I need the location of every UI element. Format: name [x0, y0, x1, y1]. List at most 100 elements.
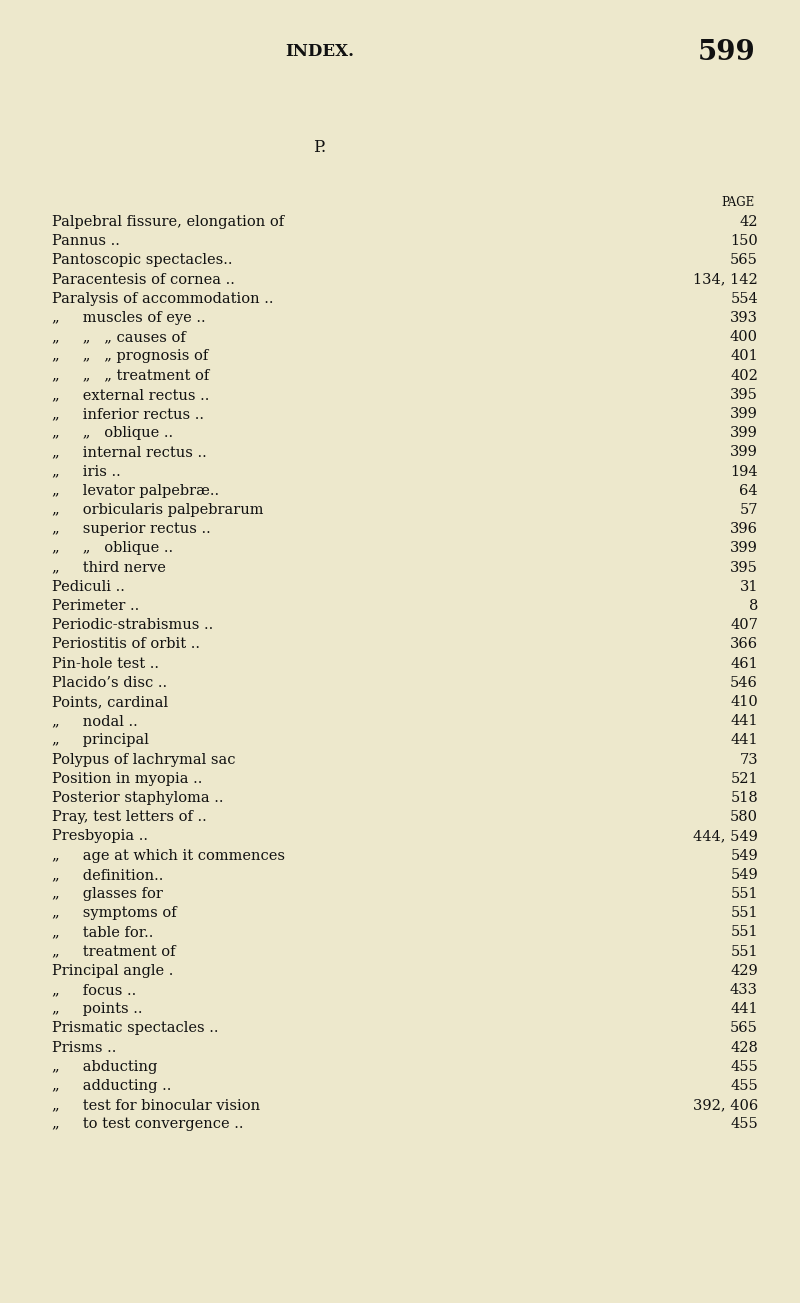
- Text: 599: 599: [698, 39, 755, 65]
- Text: Periodic-strabismus ..: Periodic-strabismus ..: [52, 618, 214, 632]
- Text: Posterior staphyloma ..: Posterior staphyloma ..: [52, 791, 223, 805]
- Text: 521: 521: [730, 771, 758, 786]
- Text: 399: 399: [730, 407, 758, 421]
- Text: „     „   oblique ..: „ „ oblique ..: [52, 426, 173, 440]
- Text: „     treatment of: „ treatment of: [52, 945, 175, 959]
- Text: 551: 551: [730, 887, 758, 900]
- Text: 366: 366: [730, 637, 758, 652]
- Text: 134, 142: 134, 142: [694, 272, 758, 287]
- Text: 441: 441: [730, 714, 758, 728]
- Text: „     internal rectus ..: „ internal rectus ..: [52, 446, 206, 460]
- Text: P.: P.: [314, 138, 326, 155]
- Text: 194: 194: [730, 465, 758, 478]
- Text: Placido’s disc ..: Placido’s disc ..: [52, 676, 167, 689]
- Text: Principal angle .: Principal angle .: [52, 964, 174, 977]
- Text: 441: 441: [730, 1002, 758, 1016]
- Text: 400: 400: [730, 330, 758, 344]
- Text: 444, 549: 444, 549: [693, 830, 758, 843]
- Text: Palpebral fissure, elongation of: Palpebral fissure, elongation of: [52, 215, 284, 229]
- Text: „     inferior rectus ..: „ inferior rectus ..: [52, 407, 204, 421]
- Text: Paralysis of accommodation ..: Paralysis of accommodation ..: [52, 292, 274, 306]
- Text: 393: 393: [730, 311, 758, 324]
- Text: „     points ..: „ points ..: [52, 1002, 142, 1016]
- Text: 565: 565: [730, 1022, 758, 1036]
- Text: 31: 31: [739, 580, 758, 594]
- Text: „     glasses for: „ glasses for: [52, 887, 163, 900]
- Text: 546: 546: [730, 676, 758, 689]
- Text: Polypus of lachrymal sac: Polypus of lachrymal sac: [52, 753, 235, 766]
- Text: 518: 518: [730, 791, 758, 805]
- Text: Pantoscopic spectacles..: Pantoscopic spectacles..: [52, 253, 233, 267]
- Text: „     adducting ..: „ adducting ..: [52, 1079, 171, 1093]
- Text: „     „   „ prognosis of: „ „ „ prognosis of: [52, 349, 208, 364]
- Text: 565: 565: [730, 253, 758, 267]
- Text: 395: 395: [730, 560, 758, 575]
- Text: „     principal: „ principal: [52, 734, 149, 748]
- Text: 150: 150: [730, 235, 758, 248]
- Text: 42: 42: [739, 215, 758, 229]
- Text: 395: 395: [730, 388, 758, 401]
- Text: Position in myopia ..: Position in myopia ..: [52, 771, 202, 786]
- Text: „     superior rectus ..: „ superior rectus ..: [52, 523, 210, 537]
- Text: 410: 410: [730, 694, 758, 709]
- Text: „     third nerve: „ third nerve: [52, 560, 166, 575]
- Text: 441: 441: [730, 734, 758, 748]
- Text: Pannus ..: Pannus ..: [52, 235, 120, 248]
- Text: Perimeter ..: Perimeter ..: [52, 599, 139, 612]
- Text: 64: 64: [739, 483, 758, 498]
- Text: 455: 455: [730, 1118, 758, 1131]
- Text: „     test for binocular vision: „ test for binocular vision: [52, 1098, 260, 1113]
- Text: „     external rectus ..: „ external rectus ..: [52, 388, 210, 401]
- Text: PAGE: PAGE: [722, 195, 755, 208]
- Text: „     iris ..: „ iris ..: [52, 465, 121, 478]
- Text: „     age at which it commences: „ age at which it commences: [52, 848, 285, 863]
- Text: 455: 455: [730, 1079, 758, 1093]
- Text: 57: 57: [739, 503, 758, 517]
- Text: „     to test convergence ..: „ to test convergence ..: [52, 1118, 243, 1131]
- Text: „     „   oblique ..: „ „ oblique ..: [52, 542, 173, 555]
- Text: 401: 401: [730, 349, 758, 364]
- Text: 551: 551: [730, 945, 758, 959]
- Text: Pediculi ..: Pediculi ..: [52, 580, 125, 594]
- Text: 551: 551: [730, 925, 758, 939]
- Text: 549: 549: [730, 848, 758, 863]
- Text: 407: 407: [730, 618, 758, 632]
- Text: „     „   „ causes of: „ „ „ causes of: [52, 330, 186, 344]
- Text: „     „   „ treatment of: „ „ „ treatment of: [52, 369, 210, 383]
- Text: 433: 433: [730, 982, 758, 997]
- Text: Presbyopia ..: Presbyopia ..: [52, 830, 148, 843]
- Text: 554: 554: [730, 292, 758, 306]
- Text: 549: 549: [730, 868, 758, 882]
- Text: 429: 429: [730, 964, 758, 977]
- Text: „     orbicularis palpebrarum: „ orbicularis palpebrarum: [52, 503, 263, 517]
- Text: 73: 73: [739, 753, 758, 766]
- Text: Points, cardinal: Points, cardinal: [52, 694, 168, 709]
- Text: Prismatic spectacles ..: Prismatic spectacles ..: [52, 1022, 218, 1036]
- Text: 399: 399: [730, 446, 758, 460]
- Text: 8: 8: [749, 599, 758, 612]
- Text: „     definition..: „ definition..: [52, 868, 163, 882]
- Text: 551: 551: [730, 906, 758, 920]
- Text: Prisms ..: Prisms ..: [52, 1041, 116, 1054]
- Text: „     symptoms of: „ symptoms of: [52, 906, 177, 920]
- Text: „     muscles of eye ..: „ muscles of eye ..: [52, 311, 206, 324]
- Text: „     table for..: „ table for..: [52, 925, 154, 939]
- Text: 392, 406: 392, 406: [693, 1098, 758, 1113]
- Text: „     levator palpebræ..: „ levator palpebræ..: [52, 483, 219, 498]
- Text: „     nodal ..: „ nodal ..: [52, 714, 138, 728]
- Text: 399: 399: [730, 426, 758, 440]
- Text: Periostitis of orbit ..: Periostitis of orbit ..: [52, 637, 200, 652]
- Text: „     abducting: „ abducting: [52, 1059, 158, 1074]
- Text: 396: 396: [730, 523, 758, 537]
- Text: 461: 461: [730, 657, 758, 671]
- Text: INDEX.: INDEX.: [286, 43, 354, 60]
- Text: 428: 428: [730, 1041, 758, 1054]
- Text: 399: 399: [730, 542, 758, 555]
- Text: Pin-hole test ..: Pin-hole test ..: [52, 657, 159, 671]
- Text: 580: 580: [730, 810, 758, 825]
- Text: Paracentesis of cornea ..: Paracentesis of cornea ..: [52, 272, 235, 287]
- Text: 402: 402: [730, 369, 758, 383]
- Text: 455: 455: [730, 1059, 758, 1074]
- Text: „     focus ..: „ focus ..: [52, 982, 136, 997]
- Text: Pray, test letters of ..: Pray, test letters of ..: [52, 810, 206, 825]
